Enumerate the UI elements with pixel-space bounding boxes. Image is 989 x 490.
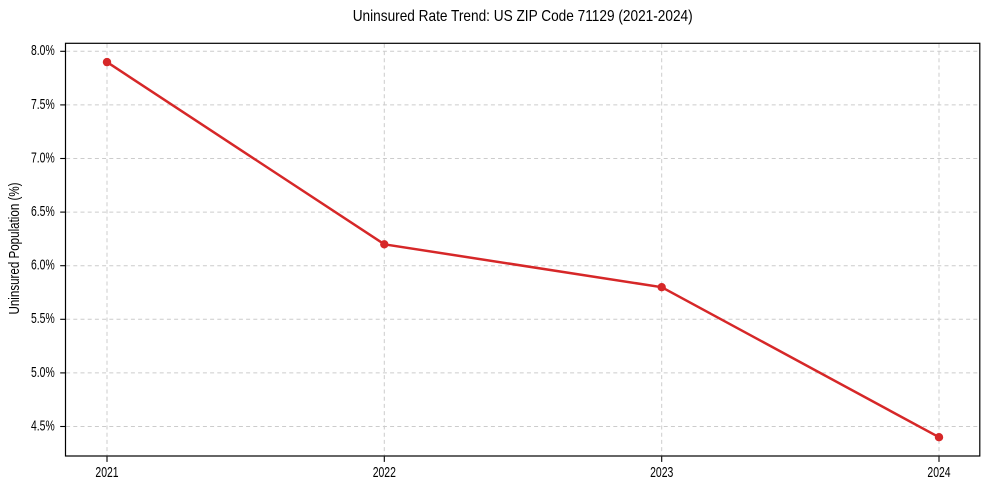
svg-text:2022: 2022 [373,465,396,481]
svg-text:4.5%: 4.5% [31,418,55,434]
svg-text:6.5%: 6.5% [31,204,55,220]
svg-text:5.0%: 5.0% [31,365,55,381]
svg-text:7.5%: 7.5% [31,97,55,113]
svg-text:Uninsured Population (%): Uninsured Population (%) [7,183,23,315]
svg-text:2024: 2024 [927,465,950,481]
svg-text:7.0%: 7.0% [31,150,55,166]
svg-text:8.0%: 8.0% [31,43,55,59]
svg-text:6.0%: 6.0% [31,258,55,274]
svg-text:Uninsured Rate Trend: US ZIP C: Uninsured Rate Trend: US ZIP Code 71129 … [353,8,693,25]
svg-text:2021: 2021 [95,465,118,481]
svg-text:5.5%: 5.5% [31,311,55,327]
svg-text:2023: 2023 [650,465,673,481]
